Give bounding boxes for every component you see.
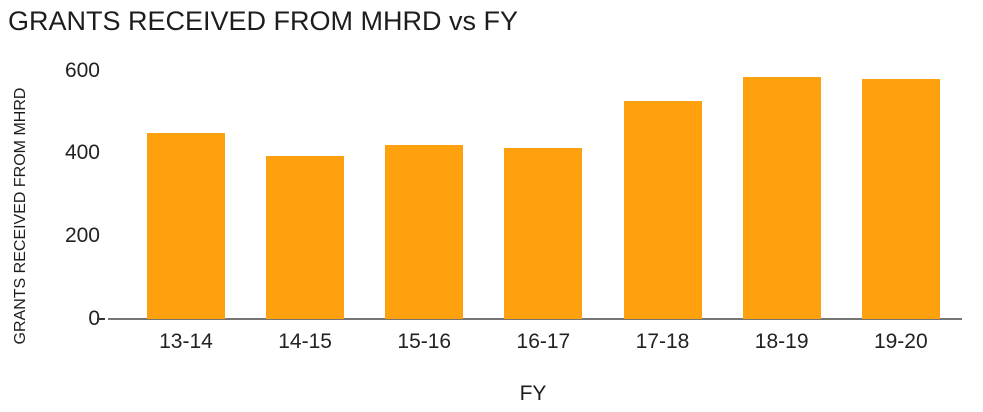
y-tick-label: 0 bbox=[88, 307, 100, 330]
bar-14-15 bbox=[266, 156, 345, 319]
x-tick-label: 17-18 bbox=[635, 330, 690, 353]
x-tick-label: 18-19 bbox=[754, 330, 809, 353]
x-tick-label: 14-15 bbox=[278, 330, 332, 353]
bar-16-17 bbox=[504, 148, 583, 319]
y-tick-label: 600 bbox=[64, 58, 100, 82]
bar-17-18 bbox=[623, 101, 702, 319]
zero-tick-mark bbox=[97, 318, 105, 320]
x-tick-label: 19-20 bbox=[873, 330, 928, 353]
bar-13-14 bbox=[146, 132, 225, 319]
x-axis-line bbox=[108, 318, 962, 320]
y-axis-title: GRANTS RECEIVED FROM MHRD bbox=[12, 87, 29, 345]
x-tick-label: 13-14 bbox=[159, 330, 213, 353]
chart-title: GRANTS RECEIVED FROM MHRD vs FY bbox=[8, 6, 519, 36]
bar-15-16 bbox=[385, 145, 464, 319]
y-tick-label: 200 bbox=[64, 224, 100, 248]
x-tick-label: 15-16 bbox=[397, 330, 452, 353]
x-tick-label: 16-17 bbox=[516, 330, 571, 353]
bar-18-19 bbox=[742, 77, 821, 319]
x-axis-title: FY bbox=[519, 382, 547, 405]
y-tick-label: 400 bbox=[64, 141, 100, 165]
bar-19-20 bbox=[861, 79, 940, 319]
